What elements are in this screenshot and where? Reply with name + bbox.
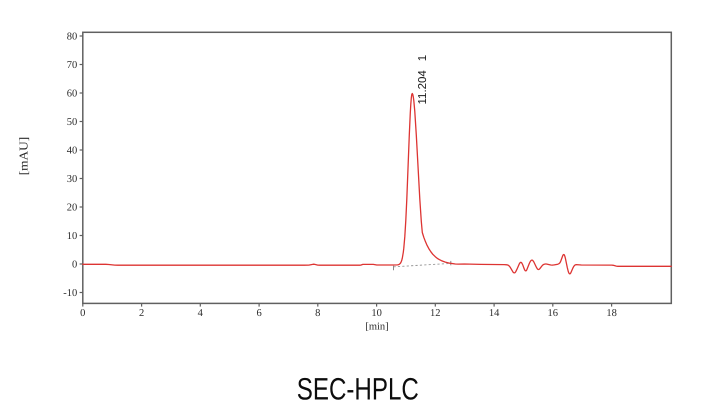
svg-text:[min]: [min] (365, 322, 388, 333)
svg-text:10: 10 (67, 231, 78, 242)
svg-text:0: 0 (72, 259, 77, 270)
svg-text:14: 14 (489, 308, 500, 319)
svg-text:20: 20 (67, 202, 78, 213)
svg-text:SEC-HPLC: SEC-HPLC (297, 372, 419, 407)
svg-text:11.204 1: 11.204 1 (417, 55, 429, 105)
svg-text:10: 10 (371, 308, 382, 319)
svg-text:2: 2 (139, 308, 144, 319)
svg-text:40: 40 (67, 145, 78, 156)
svg-text:70: 70 (67, 60, 78, 71)
svg-text:18: 18 (606, 308, 617, 319)
svg-text:60: 60 (67, 88, 78, 99)
svg-text:80: 80 (67, 31, 78, 42)
svg-text:16: 16 (548, 308, 559, 319)
svg-text:30: 30 (67, 174, 78, 185)
svg-text:4: 4 (198, 308, 204, 319)
svg-text:50: 50 (67, 117, 78, 128)
svg-text:-10: -10 (63, 288, 77, 299)
svg-text:12: 12 (430, 308, 441, 319)
svg-text:6: 6 (256, 308, 261, 319)
svg-text:8: 8 (315, 308, 320, 319)
svg-text:[mAU]: [mAU] (17, 137, 31, 176)
svg-text:0: 0 (80, 308, 85, 319)
